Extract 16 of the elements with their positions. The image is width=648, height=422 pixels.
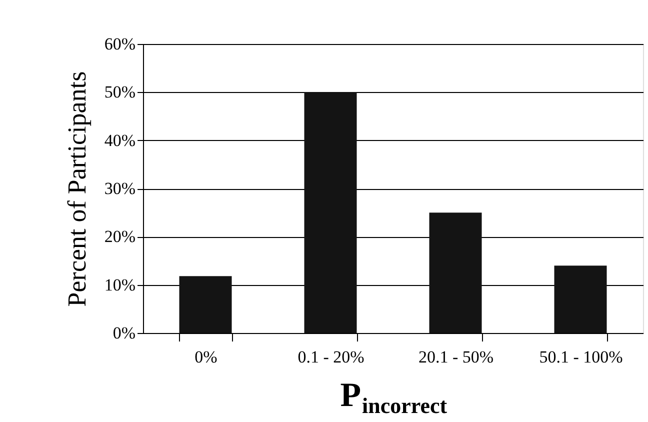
y-tick-label: 30% <box>104 179 136 198</box>
bar <box>304 92 357 333</box>
bar <box>179 276 232 333</box>
y-axis-title: Percent of Participants <box>62 71 92 307</box>
y-tick-label: 40% <box>104 130 136 150</box>
y-tick-label: 0% <box>112 324 136 342</box>
y-tick-label: 20% <box>104 227 136 246</box>
x-tick-label: 0.1 - 20% <box>298 348 364 366</box>
bar <box>429 212 482 333</box>
x-tick-label: 50.1 - 100% <box>539 348 623 366</box>
bar <box>554 266 607 333</box>
y-tick-label: 50% <box>104 82 136 102</box>
x-tick-label: 20.1 - 50% <box>418 348 494 366</box>
x-tick-label: 0% <box>194 348 218 366</box>
y-tick-label: 60% <box>104 34 136 54</box>
y-tick-label: 10% <box>104 275 136 294</box>
